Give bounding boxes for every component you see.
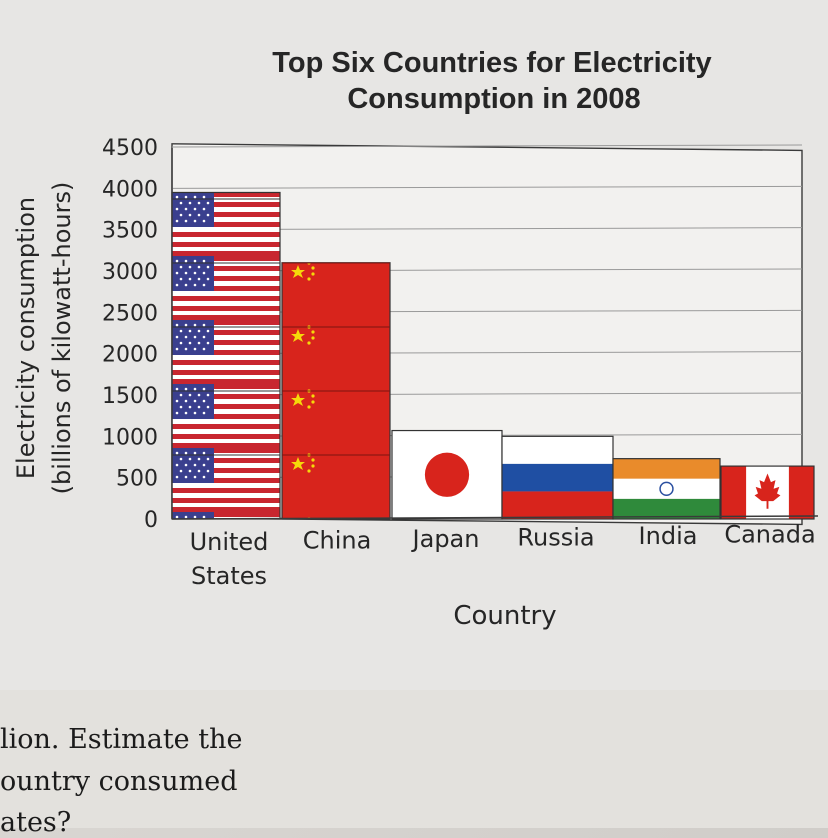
y-tick-label: 1500	[102, 384, 158, 409]
x-axis-label: Country	[453, 601, 556, 631]
chart-title: Top Six Countries for Electricity Consum…	[272, 47, 711, 115]
russia-flag-icon	[501, 435, 614, 520]
bars	[171, 191, 815, 520]
book-text-line-2: ountry consumed	[0, 766, 238, 797]
x-tick-label: Canada	[724, 521, 815, 549]
y-axis-ticks: 0 500 1000 1500 2000 2500 3000 3500 4000 4500	[102, 136, 158, 533]
bar-united-states	[171, 191, 281, 520]
x-axis-ticks: United States China Japan Russia India Canada	[190, 521, 816, 591]
y-axis-label-line-2: (billions of kilowatt-hours)	[48, 182, 76, 495]
y-tick-label: 3500	[102, 219, 158, 244]
x-axis-line	[171, 515, 819, 520]
japan-flag-icon	[391, 429, 503, 520]
book-text-line-1: lion. Estimate the	[0, 724, 243, 755]
russia-blue-stripe	[502, 463, 613, 492]
russia-white-stripe	[502, 436, 613, 464]
bar-canada	[720, 465, 815, 520]
textbook-body-text: lion. Estimate the ountry consumed ates?	[0, 690, 828, 838]
y-tick-label: 4500	[102, 136, 158, 161]
us-flag-icon	[171, 191, 281, 520]
china-flag-icon	[281, 262, 391, 520]
india-flag-icon	[612, 458, 721, 520]
x-tick-label: United	[190, 528, 269, 556]
x-tick-label: Russia	[517, 524, 594, 552]
bar-india	[612, 458, 721, 520]
x-tick-label: States	[191, 562, 267, 590]
grid-line	[171, 144, 803, 148]
grid-line	[171, 185, 803, 189]
canada-right-band	[788, 466, 814, 519]
india-green-stripe	[613, 498, 720, 519]
russia-red-stripe	[502, 491, 613, 519]
india-white-stripe	[613, 478, 720, 499]
y-axis-label: Electricity consumption (billions of kil…	[12, 182, 76, 495]
y-tick-label: 500	[116, 467, 158, 492]
chart-title-line-1: Top Six Countries for Electricity	[272, 47, 711, 79]
y-tick-label: 3000	[102, 260, 158, 285]
bar-japan	[391, 429, 503, 520]
canada-left-band	[721, 466, 747, 519]
bar-chart: Top Six Countries for Electricity Consum…	[12, 47, 819, 631]
y-axis-label-line-1: Electricity consumption	[12, 197, 40, 479]
y-tick-label: 2000	[102, 343, 158, 368]
chart-title-line-2: Consumption in 2008	[347, 83, 640, 115]
x-tick-label: China	[303, 527, 372, 555]
y-tick-label: 4000	[102, 177, 158, 202]
y-tick-label: 1000	[102, 425, 158, 450]
canada-flag-icon	[720, 465, 815, 520]
y-tick-label: 0	[144, 508, 158, 533]
india-chakra	[659, 481, 674, 497]
x-tick-label: India	[639, 522, 698, 550]
japan-sun-disc	[424, 452, 470, 497]
maple-leaf-icon	[754, 473, 781, 509]
y-tick-label: 2500	[102, 301, 158, 326]
india-saffron-stripe	[613, 458, 720, 479]
book-text-line-3: ates?	[0, 807, 72, 838]
x-tick-label: Japan	[411, 525, 480, 553]
